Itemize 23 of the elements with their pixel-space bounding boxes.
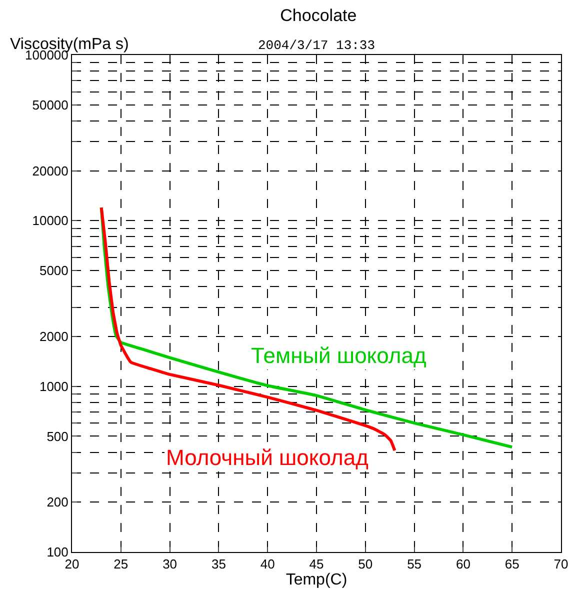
series-label: Молочный шоколад — [166, 445, 369, 470]
y-tick-label: 2000 — [39, 329, 68, 344]
series-label: Темный шоколад — [251, 343, 427, 368]
x-tick-label: 35 — [211, 556, 226, 572]
chart-title: Chocolate — [280, 6, 357, 25]
x-tick-label: 60 — [456, 556, 470, 572]
x-tick-label: 30 — [162, 556, 178, 572]
y-tick-label: 5000 — [39, 263, 68, 278]
y-tick-label: 20000 — [32, 163, 68, 178]
x-tick-label: 50 — [358, 556, 373, 572]
y-tick-label: 200 — [46, 494, 68, 510]
y-tick-label: 10000 — [32, 213, 68, 228]
x-tick-label: 65 — [504, 556, 520, 572]
chart-subtitle: 2004/3/17 13:33 — [258, 38, 376, 53]
x-tick-label: 55 — [407, 556, 422, 572]
y-tick-label: 1000 — [39, 378, 68, 394]
x-tick-label: 25 — [114, 556, 128, 572]
y-tick-label: 50000 — [32, 97, 68, 112]
x-axis-title: Temp(C) — [286, 572, 348, 589]
y-tick-label: 500 — [46, 428, 68, 444]
x-tick-label: 70 — [554, 556, 568, 572]
x-tick-label: 40 — [260, 556, 275, 572]
x-tick-label: 45 — [309, 556, 324, 572]
